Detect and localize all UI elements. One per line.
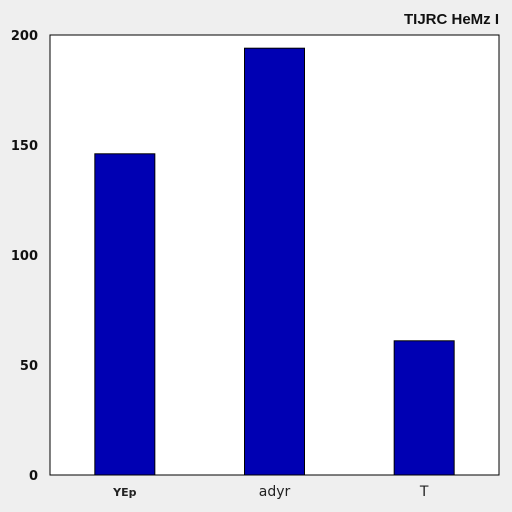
bar-0 (94, 153, 156, 476)
x-tick-label-0: YEp (112, 486, 136, 499)
y-tick-label-4: 200 (11, 29, 38, 44)
x-axis-ticks: YEp adyr T (112, 484, 429, 500)
y-tick-label-3: 150 (11, 139, 38, 154)
y-axis-ticks: 0 50 100 150 200 (11, 29, 38, 484)
x-tick-label-2: T (419, 484, 429, 500)
bar-2 (393, 340, 455, 476)
y-tick-label-0: 0 (29, 469, 38, 484)
y-tick-label-2: 100 (11, 249, 38, 264)
chart-title: TIJRC HeMz I (404, 11, 499, 28)
y-tick-label-1: 50 (20, 359, 38, 374)
bars-layer (94, 47, 455, 476)
bar-1 (244, 47, 305, 476)
x-tick-label-1: adyr (259, 484, 291, 500)
